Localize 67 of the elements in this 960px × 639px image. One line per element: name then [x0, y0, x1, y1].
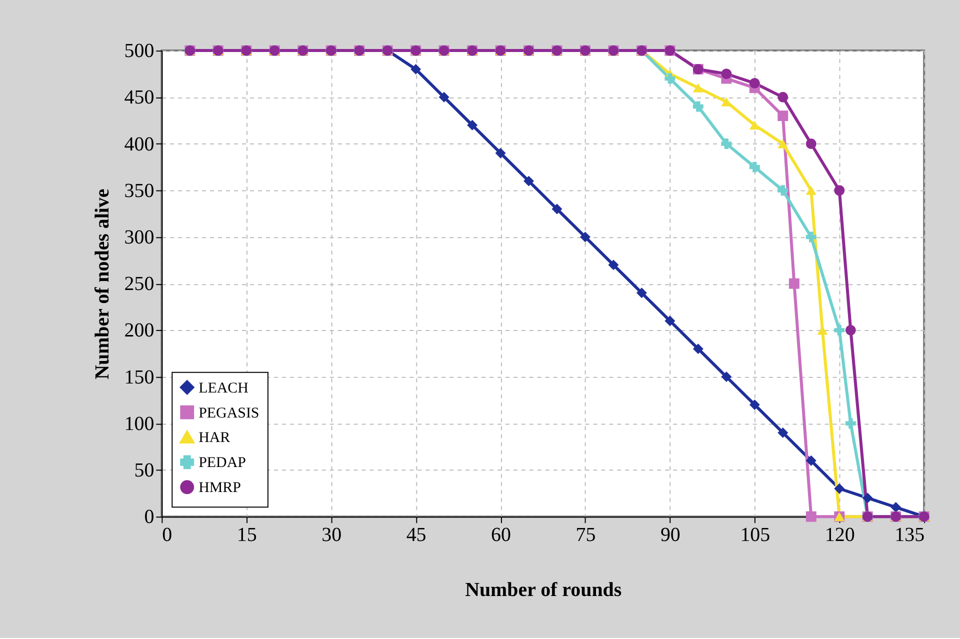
point — [834, 185, 845, 196]
x-tick-label: 105 — [740, 524, 770, 546]
point — [806, 186, 816, 195]
point — [749, 78, 760, 88]
x-axis-title: Number of rounds — [465, 578, 622, 601]
y-tick-label: 400 — [124, 133, 154, 156]
y-axis-title: Number of nodes alive — [91, 188, 114, 380]
y-tick-label: 300 — [124, 226, 154, 248]
point — [524, 176, 534, 186]
point — [806, 511, 816, 522]
x-tick-label: 120 — [824, 524, 855, 546]
legend-label: HMRP — [198, 480, 241, 496]
x-tick-label: 135 — [894, 524, 925, 546]
y-tick-label: 0 — [144, 506, 154, 528]
y-tick-label: 50 — [134, 459, 154, 482]
point — [806, 455, 816, 466]
point — [806, 138, 816, 149]
legend-label: LEACH — [198, 380, 249, 396]
point — [692, 83, 704, 92]
point — [749, 120, 760, 130]
y-tick-label: 350 — [124, 180, 154, 202]
x-tick-label: 45 — [406, 524, 426, 546]
point — [692, 101, 704, 112]
legend-label: PEGASIS — [198, 405, 260, 422]
point — [778, 185, 788, 196]
y-tick-label: 500 — [124, 40, 154, 62]
point — [806, 232, 816, 242]
point — [834, 324, 845, 336]
y-tick-label: 100 — [124, 412, 154, 435]
point — [692, 344, 704, 354]
point — [495, 148, 506, 158]
point — [749, 162, 760, 172]
x-tick-label: 15 — [236, 524, 257, 546]
point — [552, 204, 562, 214]
point — [467, 120, 478, 130]
point — [778, 110, 788, 122]
point — [580, 232, 590, 242]
point — [749, 400, 760, 410]
point — [721, 372, 732, 382]
point — [721, 138, 732, 149]
point — [410, 64, 422, 74]
point — [778, 427, 788, 438]
x-tick-label: 60 — [491, 524, 512, 546]
x-tick-label: 0 — [162, 524, 172, 546]
y-tick-label: 150 — [124, 366, 154, 388]
point — [438, 92, 450, 102]
point — [845, 324, 856, 336]
y-tick-label: 250 — [124, 273, 154, 296]
point — [664, 316, 676, 326]
y-tick-label: 200 — [124, 320, 154, 342]
point — [778, 139, 788, 148]
x-tick-label: 30 — [322, 524, 342, 546]
point — [845, 418, 856, 429]
point — [721, 68, 732, 80]
y-tick-label: 450 — [124, 86, 154, 109]
point — [664, 73, 676, 84]
x-tick-label: 90 — [660, 524, 680, 546]
point — [788, 278, 800, 289]
legend-label: PEDAP — [198, 455, 246, 472]
point — [890, 502, 902, 512]
point — [834, 483, 845, 494]
x-tick-label: 75 — [576, 524, 596, 546]
point — [778, 92, 788, 102]
point — [636, 288, 647, 298]
legend-label: HAR — [198, 430, 230, 446]
point — [862, 492, 873, 504]
point — [608, 260, 619, 270]
